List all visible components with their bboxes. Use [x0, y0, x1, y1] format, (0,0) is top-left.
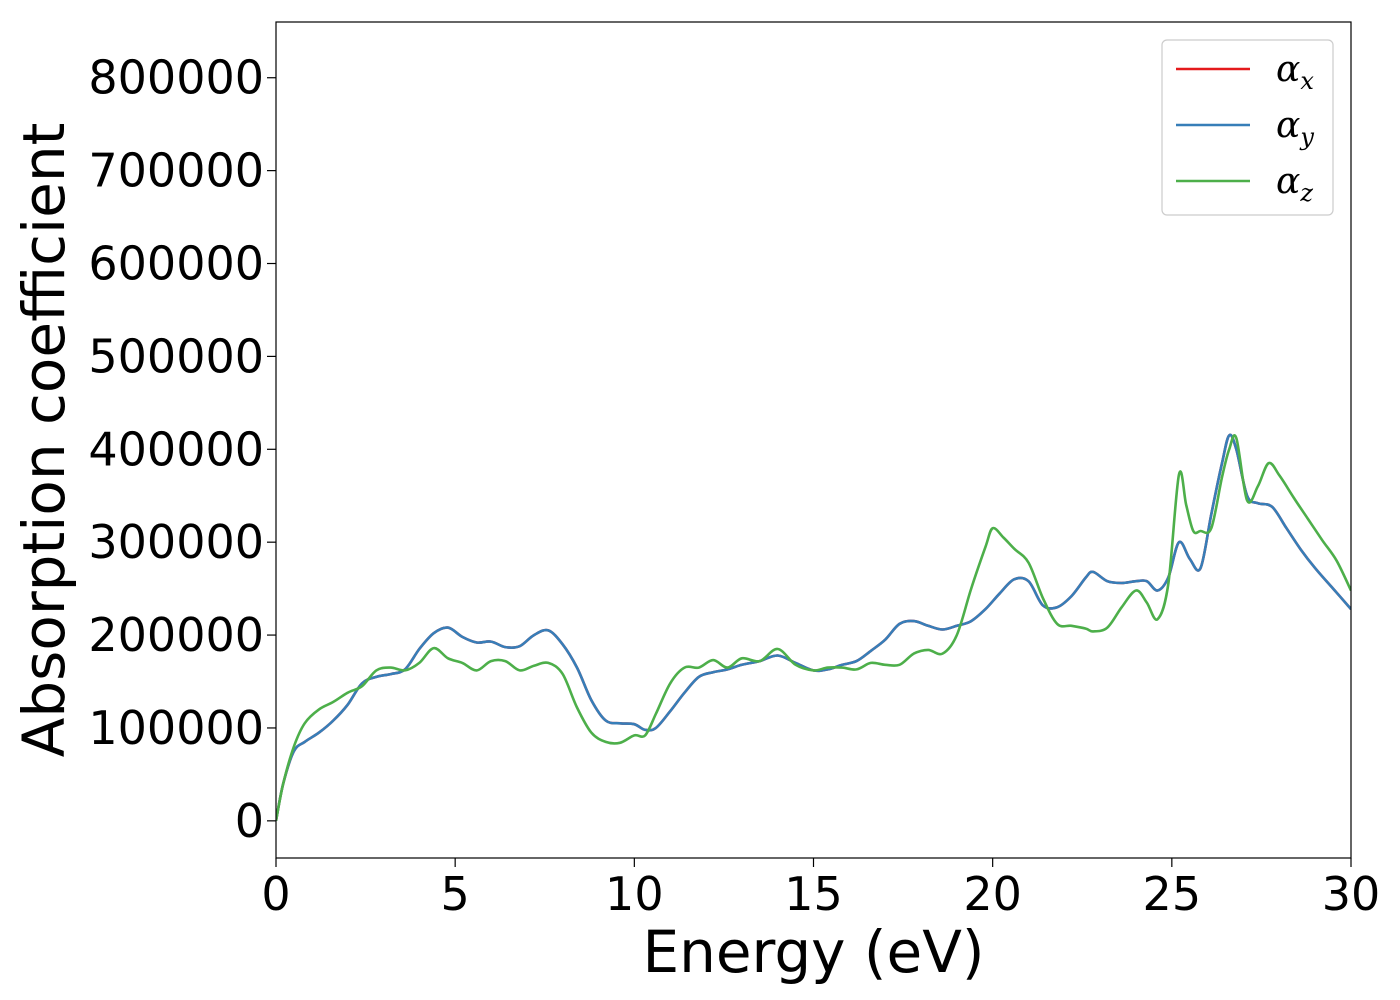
- y-tick-label: 400000: [88, 422, 264, 476]
- y-tick-label: 0: [235, 794, 264, 848]
- y-tick-label: 500000: [88, 329, 264, 383]
- y-tick-label: 200000: [88, 608, 264, 662]
- x-tick-label: 25: [1143, 867, 1202, 921]
- x-tick-label: 30: [1322, 867, 1381, 921]
- y-tick-label: 300000: [88, 515, 264, 569]
- y-axis: 0 100000 200000 300000 400000 500000 600000 700…: [88, 51, 276, 848]
- legend-box: [1161, 39, 1334, 216]
- legend-label-x: αx: [1276, 49, 1314, 95]
- series-line-x: [276, 433, 1351, 822]
- legend-label-z: αz: [1276, 161, 1313, 207]
- x-axis-label: Energy (eV): [642, 918, 984, 986]
- y-tick-label: 600000: [88, 237, 264, 291]
- legend-label-y: αy: [1276, 105, 1314, 151]
- x-tick-label: 0: [261, 867, 290, 921]
- legend: αx αy αz: [1161, 39, 1334, 216]
- y-tick-label: 700000: [88, 144, 264, 198]
- series-line-y: [276, 433, 1351, 822]
- x-tick-label: 20: [963, 867, 1022, 921]
- x-tick-label: 15: [784, 867, 843, 921]
- y-tick-label: 100000: [88, 701, 264, 755]
- series-line-z: [276, 434, 1351, 822]
- x-tick-label: 5: [441, 867, 470, 921]
- y-tick-label: 800000: [88, 51, 264, 105]
- y-axis-label: Absorption coefficient: [10, 123, 78, 758]
- x-tick-label: 10: [605, 867, 664, 921]
- x-axis: 0 5 10 15 20 25 30: [261, 858, 1380, 921]
- series-layer: [276, 433, 1351, 822]
